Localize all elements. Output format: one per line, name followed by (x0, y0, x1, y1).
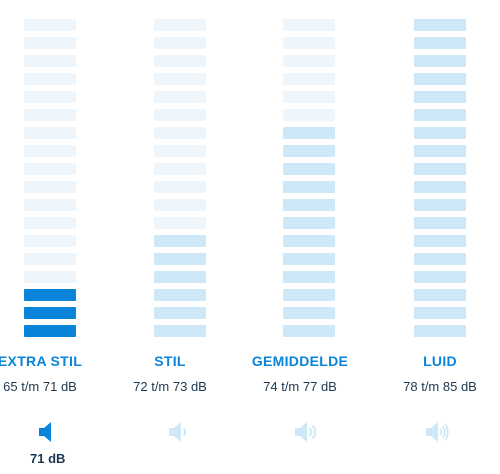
meter-segment (283, 19, 335, 31)
meter-segment (283, 253, 335, 265)
meter-segment (24, 55, 76, 67)
meter-segment (154, 19, 206, 31)
meter-gemiddelde (283, 19, 335, 343)
meter-segment (414, 37, 466, 49)
meter-segment (24, 73, 76, 85)
meter-segment (154, 145, 206, 157)
current-value: 71 dB (30, 451, 66, 466)
meter-segment (154, 271, 206, 283)
meter-segment (154, 307, 206, 319)
meter-segment (283, 307, 335, 319)
meter-segment (24, 181, 76, 193)
meter-segment (283, 127, 335, 139)
level-range: 78 t/m 85 dB (403, 379, 477, 394)
meter-stil (154, 19, 206, 343)
level-stil: STIL 72 t/m 73 dB (130, 0, 260, 474)
meter-segment (414, 109, 466, 121)
meter-segment (24, 37, 76, 49)
meter-segment (154, 289, 206, 301)
meter-segment (24, 109, 76, 121)
meter-segment (24, 307, 76, 319)
speaker-high-icon (426, 422, 449, 442)
meter-segment (283, 37, 335, 49)
meter-segment (414, 145, 466, 157)
meter-segment (24, 127, 76, 139)
meter-segment (154, 91, 206, 103)
meter-segment (414, 271, 466, 283)
meter-segment (283, 217, 335, 229)
meter-segment (24, 163, 76, 175)
meter-segment (154, 217, 206, 229)
meter-segment (154, 163, 206, 175)
meter-segment (414, 199, 466, 211)
meter-segment (414, 19, 466, 31)
meter-segment (24, 271, 76, 283)
meter-extra-stil (24, 19, 76, 343)
meter-segment (283, 55, 335, 67)
meter-segment (414, 127, 466, 139)
level-label: STIL (154, 353, 186, 369)
meter-segment (414, 73, 466, 85)
meter-segment (154, 73, 206, 85)
meter-segment (154, 325, 206, 337)
meter-segment (414, 289, 466, 301)
meter-segment (154, 109, 206, 121)
meter-segment (414, 325, 466, 337)
meter-segment (154, 55, 206, 67)
meter-segment (24, 217, 76, 229)
speaker-mute-icon (39, 422, 51, 442)
meter-segment (24, 325, 76, 337)
meter-segment (283, 163, 335, 175)
meter-segment (414, 217, 466, 229)
meter-segment (283, 199, 335, 211)
meter-segment (283, 289, 335, 301)
level-label: EXTRA STIL (0, 353, 83, 369)
meter-segment (154, 235, 206, 247)
meter-segment (154, 199, 206, 211)
meter-segment (24, 235, 76, 247)
speaker-low-icon (169, 422, 187, 442)
level-label: LUID (423, 353, 457, 369)
meter-segment (414, 253, 466, 265)
meter-segment (154, 253, 206, 265)
meter-segment (283, 271, 335, 283)
meter-segment (154, 127, 206, 139)
meter-segment (414, 181, 466, 193)
meter-segment (414, 55, 466, 67)
meter-segment (283, 181, 335, 193)
level-range: 74 t/m 77 dB (263, 379, 337, 394)
meter-segment (283, 109, 335, 121)
level-range: 72 t/m 73 dB (133, 379, 207, 394)
meter-segment (24, 253, 76, 265)
meter-segment (24, 199, 76, 211)
meter-segment (414, 163, 466, 175)
meter-segment (24, 19, 76, 31)
meter-segment (154, 37, 206, 49)
meter-luid (414, 19, 466, 343)
meter-segment (24, 145, 76, 157)
meter-segment (414, 91, 466, 103)
meter-segment (283, 145, 335, 157)
meter-segment (283, 73, 335, 85)
level-extra-stil: EXTRA STIL 65 t/m 71 dB 71 dB (0, 0, 130, 474)
level-range: 65 t/m 71 dB (3, 379, 77, 394)
level-luid: LUID 78 t/m 85 dB (370, 0, 500, 474)
meter-segment (24, 91, 76, 103)
meter-segment (24, 289, 76, 301)
speaker-medium-icon (295, 422, 317, 442)
meter-segment (283, 91, 335, 103)
meter-segment (414, 307, 466, 319)
meter-segment (414, 235, 466, 247)
meter-segment (283, 235, 335, 247)
level-label: GEMIDDELDE (251, 353, 349, 369)
meter-segment (154, 181, 206, 193)
level-gemiddelde: GEMIDDELDE 74 t/m 77 dB (252, 0, 390, 474)
meter-segment (283, 325, 335, 337)
